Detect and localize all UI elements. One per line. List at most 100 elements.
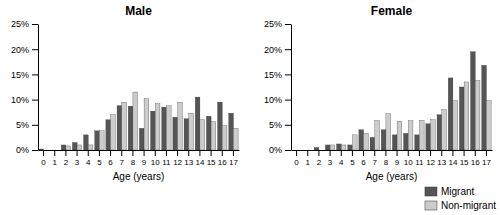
tick: 10 [151, 150, 160, 167]
panel: 0%5%10%15%20%25%012345678910111213141516… [11, 4, 240, 182]
tick: 1 [306, 150, 311, 167]
tick: 15 [460, 150, 469, 167]
bar [437, 115, 442, 150]
tick-mark [397, 150, 398, 156]
tick-mark [363, 150, 364, 156]
tick-label: 12 [426, 158, 435, 167]
bar [426, 124, 431, 150]
bar [88, 145, 93, 150]
bar [55, 150, 60, 151]
tick: 12 [426, 150, 435, 167]
tick-label: 10% [11, 95, 29, 105]
tick-mark [65, 150, 66, 156]
bar [173, 117, 178, 150]
tick-mark [441, 150, 442, 156]
tick-label: 12 [173, 158, 182, 167]
chart-root: 0%5%10%15%20%25%012345678910111213141516… [0, 0, 500, 215]
tick-label: 10 [404, 158, 413, 167]
legend: MigrantNon-migrant [425, 186, 496, 211]
bar [189, 113, 194, 150]
tick-label: 15% [264, 70, 282, 80]
bar [364, 133, 369, 150]
axis-line [38, 25, 39, 151]
bar [233, 128, 238, 150]
chart-title: Female [371, 4, 413, 18]
tick: 7 [120, 150, 125, 167]
tick-label: 25% [11, 19, 29, 29]
bar [442, 110, 447, 150]
tick-mark [32, 150, 38, 151]
bar [341, 145, 346, 150]
tick-mark [285, 74, 291, 75]
tick-mark [430, 150, 431, 156]
bar [448, 78, 453, 150]
bar [486, 101, 491, 150]
bar [95, 131, 100, 150]
legend-label: Non-migrant [441, 200, 496, 211]
tick-label: 20% [11, 45, 29, 55]
tick-mark [110, 150, 111, 156]
tick-label: 14 [195, 158, 204, 167]
tick-label: 9 [142, 158, 147, 167]
y-axis: 0%5%10%15%20%25% [11, 19, 39, 155]
bar [222, 126, 227, 150]
bar [319, 150, 324, 151]
bar [44, 150, 49, 151]
tick-label: 4 [86, 158, 91, 167]
tick-mark [419, 150, 420, 156]
tick-mark [285, 100, 291, 101]
tick-mark [408, 150, 409, 156]
tick-label: 1 [306, 158, 311, 167]
tick-mark [385, 150, 386, 156]
bar [415, 135, 420, 150]
bar [392, 135, 397, 150]
tick-mark [464, 150, 465, 156]
tick-mark [318, 150, 319, 156]
bar [386, 114, 391, 150]
bar [72, 142, 77, 150]
tick-label: 3 [328, 158, 333, 167]
bar [352, 135, 357, 150]
bar [453, 101, 458, 150]
tick-label: 6 [361, 158, 366, 167]
tick-mark [166, 150, 167, 156]
tick-mark [199, 150, 200, 156]
tick: 7 [373, 150, 378, 167]
tick-mark [121, 150, 122, 156]
bar [144, 99, 149, 150]
bar [151, 111, 156, 150]
bar [408, 121, 413, 150]
bar [61, 145, 66, 150]
tick-label: 11 [415, 158, 424, 167]
tick: 13 [184, 150, 193, 167]
tick-mark [88, 150, 89, 156]
tick-label: 4 [339, 158, 344, 167]
tick: 25% [11, 19, 38, 29]
plot-area [39, 92, 238, 150]
bar [375, 121, 380, 150]
bar [303, 150, 308, 151]
axis-line [291, 25, 292, 151]
tick-label: 13 [184, 158, 193, 167]
tick: 16 [471, 150, 480, 167]
tick-label: 3 [75, 158, 80, 167]
bar [66, 146, 71, 150]
tick: 9 [395, 150, 400, 167]
tick-label: 16 [471, 158, 480, 167]
tick: 2 [317, 150, 322, 167]
tick-mark [99, 150, 100, 156]
bar [84, 135, 89, 150]
tick: 5 [97, 150, 102, 167]
tick-mark [452, 150, 453, 156]
tick-mark [32, 24, 38, 25]
legend-swatch [425, 201, 437, 210]
bar [99, 131, 104, 150]
bar [459, 87, 464, 150]
tick-mark [32, 49, 38, 50]
tick-label: 0% [269, 145, 282, 155]
bar [381, 130, 386, 150]
tick: 15% [11, 70, 38, 80]
tick: 1 [53, 150, 58, 167]
bar [475, 80, 480, 150]
tick: 2 [64, 150, 69, 167]
